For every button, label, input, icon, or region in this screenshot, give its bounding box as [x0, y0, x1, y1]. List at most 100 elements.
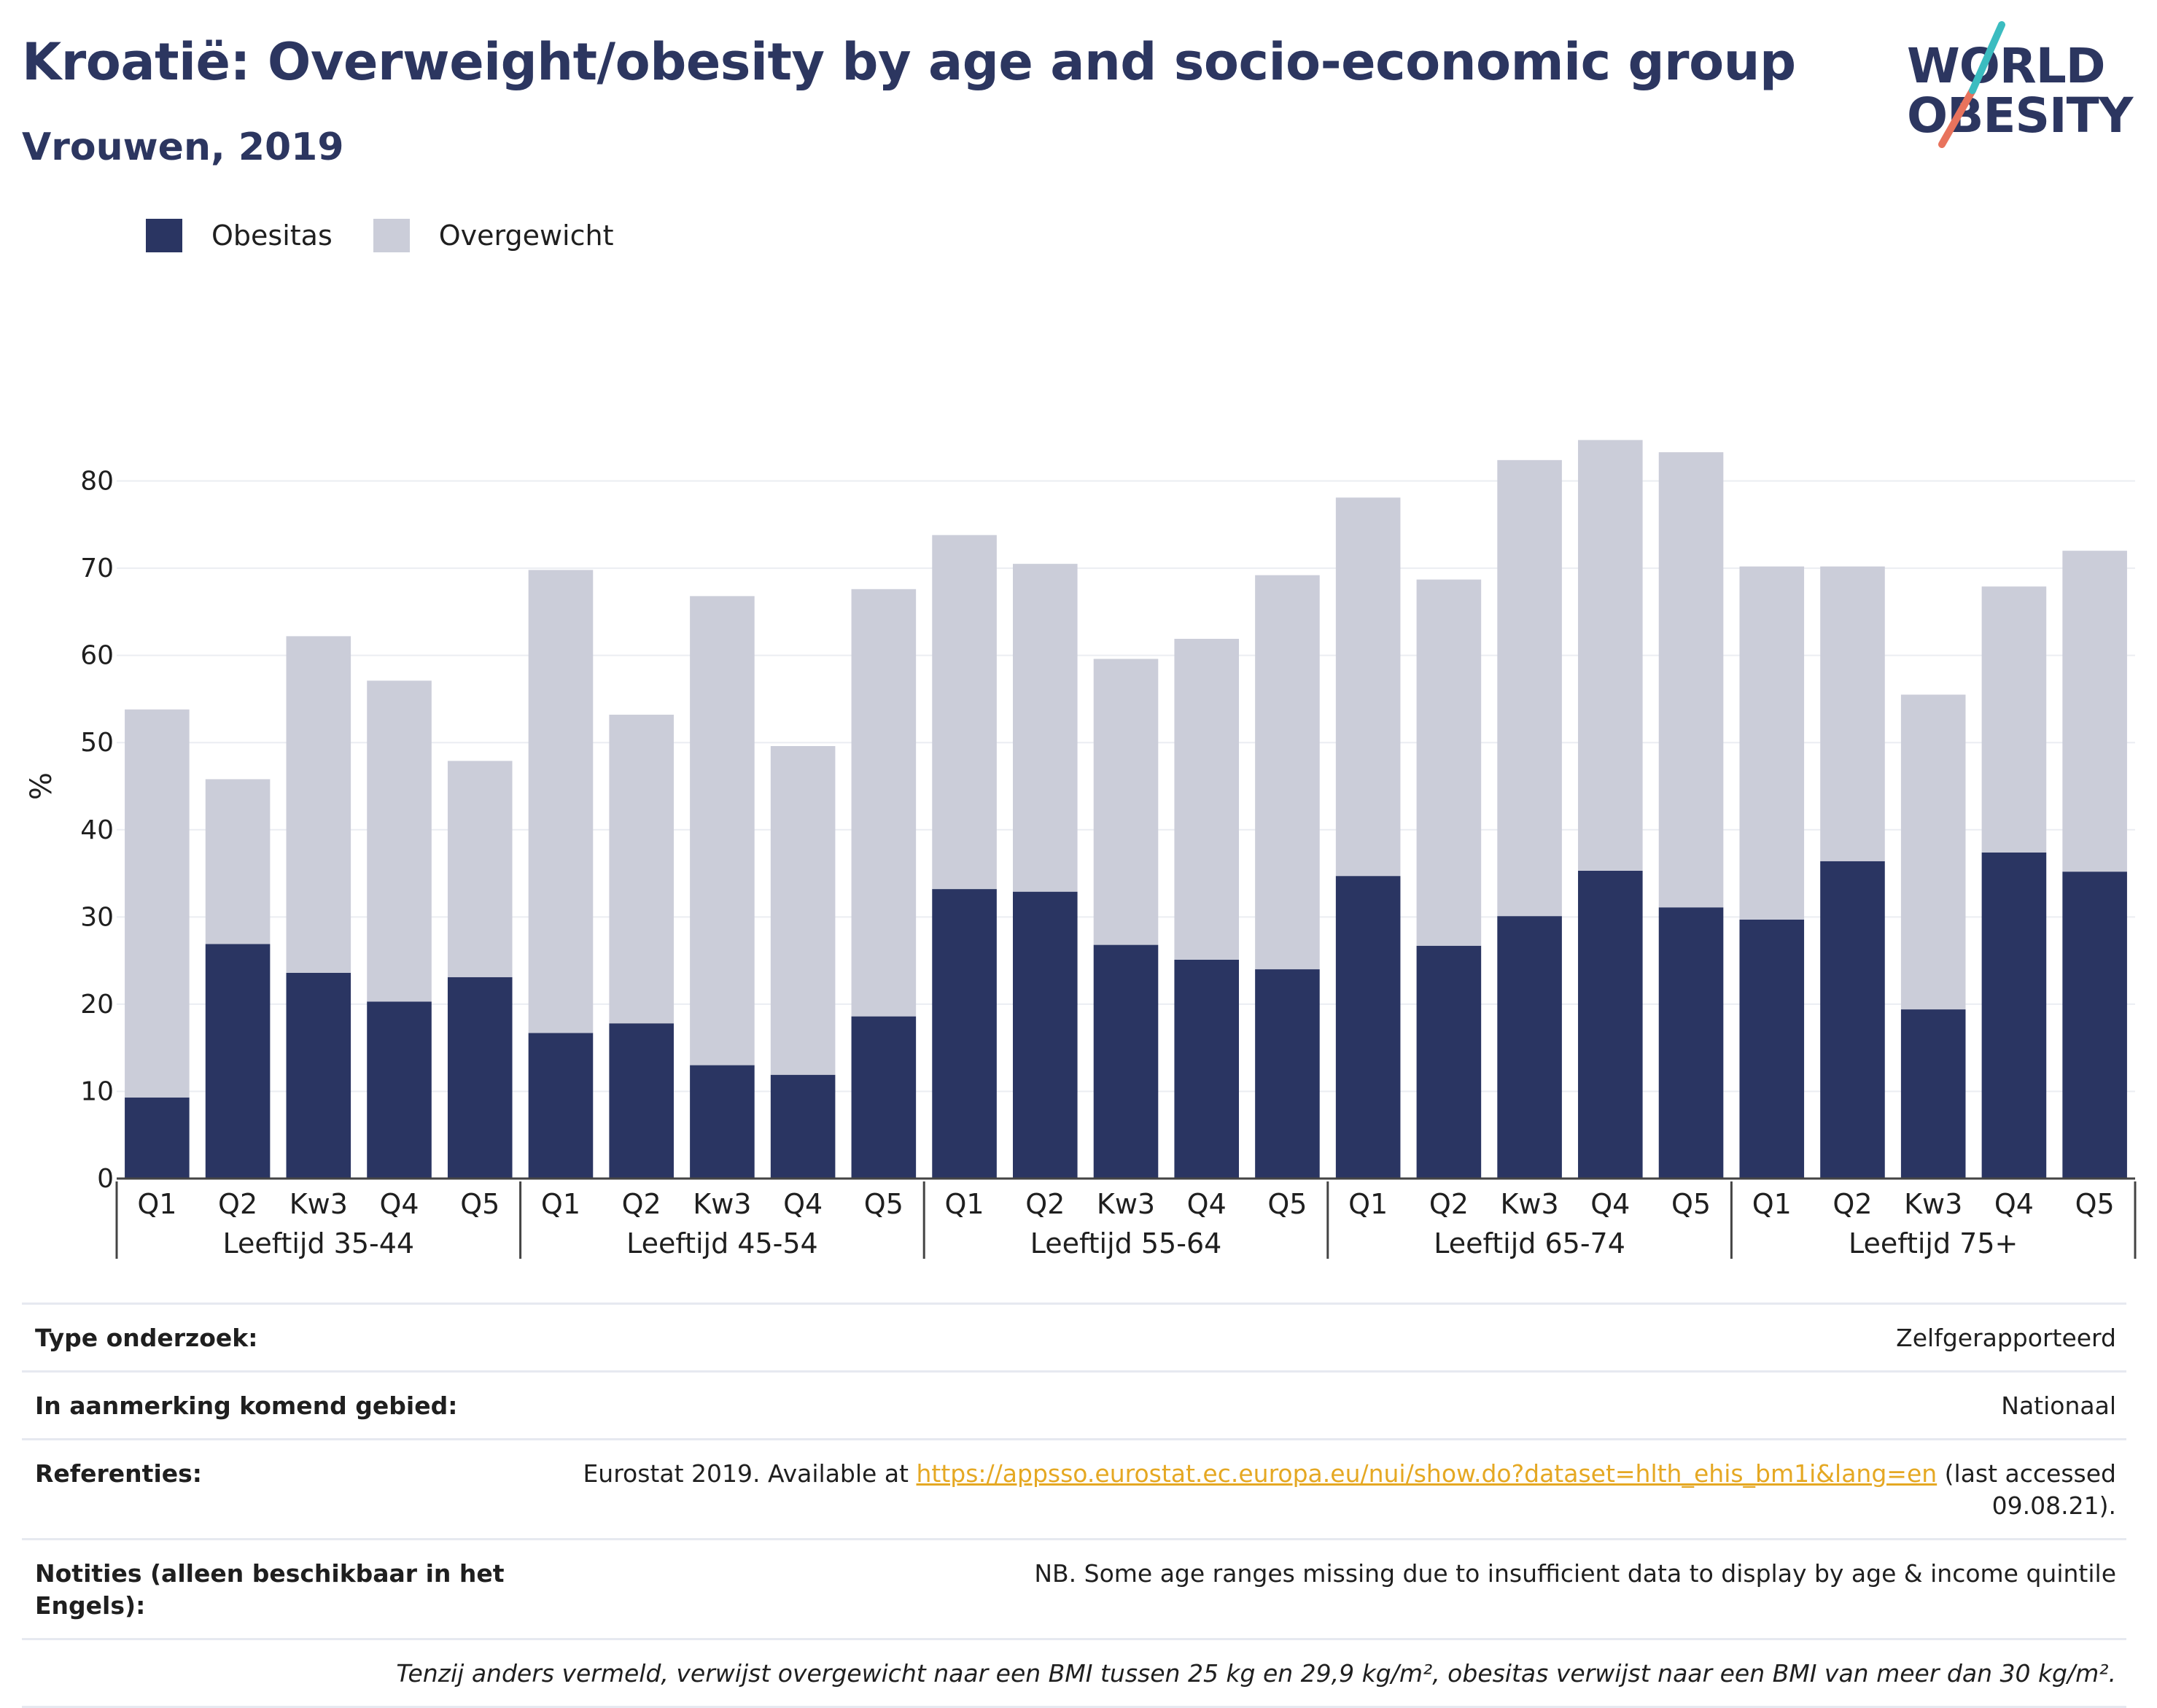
bar-overgewicht — [1658, 452, 1724, 908]
bar-obesitas — [609, 1023, 674, 1179]
info-row-survey-type: Type onderzoek: Zelfgerapporteerd — [22, 1303, 2126, 1370]
x-tick-label: Q4 — [1187, 1188, 1227, 1220]
bar-overgewicht — [286, 636, 351, 973]
bar-overgewicht — [1012, 564, 1078, 892]
legend-item-obesitas: Obesitas — [146, 219, 333, 252]
group-label: Leeftijd 35-44 — [222, 1227, 414, 1259]
bar-obesitas — [1578, 870, 1643, 1179]
bar-overgewicht — [851, 589, 917, 1017]
x-tick-label: Q2 — [1429, 1188, 1469, 1220]
info-row-notes: Notities (alleen beschikbaar in het Enge… — [22, 1538, 2126, 1638]
bar-overgewicht — [2062, 551, 2127, 872]
survey-type-label: Type onderzoek: — [35, 1324, 258, 1352]
chart-title: Kroatië: Overweight/obesity by age and s… — [22, 32, 1796, 92]
x-tick-label: Q5 — [864, 1188, 903, 1220]
bar-obesitas — [770, 1074, 836, 1179]
bar-obesitas — [1900, 1009, 1966, 1179]
bar-overgewicht — [205, 779, 271, 944]
references-value: Eurostat 2019. Available at https://apps… — [545, 1458, 2116, 1522]
survey-type-value: Zelfgerapporteerd — [1896, 1324, 2116, 1352]
bar-obesitas — [690, 1065, 755, 1179]
bar-overgewicht — [125, 709, 190, 1098]
group-label: Leeftijd 75+ — [1849, 1227, 2018, 1259]
notes-label: Notities (alleen beschikbaar in het Enge… — [35, 1559, 505, 1620]
group-label: Leeftijd 65-74 — [1434, 1227, 1625, 1259]
x-tick-label: Q5 — [2075, 1188, 2115, 1220]
notes-value: NB. Some age ranges missing due to insuf… — [1034, 1559, 2116, 1588]
x-tick-label: Q1 — [137, 1188, 176, 1220]
legend-swatch-obesitas — [146, 219, 182, 252]
reference-link[interactable]: https://appsso.eurostat.ec.europa.eu/nui… — [916, 1459, 1938, 1488]
area-value: Nationaal — [2001, 1391, 2116, 1420]
x-tick-label: Q4 — [1590, 1188, 1630, 1220]
legend-label-obesitas: Obesitas — [211, 220, 333, 252]
bar-obesitas — [1820, 861, 1885, 1179]
bar-obesitas — [1335, 876, 1401, 1179]
bar-overgewicht — [1093, 659, 1159, 945]
area-label: In aanmerking komend gebied: — [35, 1391, 458, 1420]
bar-overgewicht — [1820, 566, 1885, 861]
legend-swatch-overgewicht — [373, 219, 410, 252]
references-label: Referenties: — [35, 1459, 202, 1488]
bar-obesitas — [851, 1016, 917, 1179]
x-tick-label: Q5 — [460, 1188, 500, 1220]
bar-obesitas — [1174, 959, 1240, 1179]
bar-obesitas — [1255, 969, 1320, 1179]
bar-obesitas — [286, 972, 351, 1179]
x-tick-label: Q1 — [1752, 1188, 1792, 1220]
bar-overgewicht — [1497, 459, 1562, 917]
x-tick-label: Q4 — [783, 1188, 823, 1220]
group-label: Leeftijd 45-54 — [626, 1227, 818, 1259]
bar-obesitas — [1012, 891, 1078, 1179]
x-tick-label: Q4 — [1994, 1188, 2034, 1220]
bar-obesitas — [2062, 872, 2127, 1179]
y-tick-label: 10 — [80, 1076, 114, 1106]
legend-label-overgewicht: Overgewicht — [438, 220, 614, 252]
x-tick-label: Q2 — [622, 1188, 661, 1220]
bar-overgewicht — [1578, 440, 1643, 871]
bar-obesitas — [1739, 919, 1805, 1179]
bar-obesitas — [1416, 945, 1482, 1179]
y-tick-label: 20 — [80, 990, 114, 1020]
y-tick-label: 70 — [80, 554, 114, 583]
bar-overgewicht — [1739, 566, 1805, 920]
bar-overgewicht — [690, 596, 755, 1065]
bar-overgewicht — [447, 761, 513, 977]
bar-overgewicht — [1900, 694, 1966, 1010]
group-label: Leeftijd 55-64 — [1030, 1227, 1222, 1259]
bar-overgewicht — [1981, 586, 2047, 853]
chart-legend: Obesitas Overgewicht — [146, 217, 655, 254]
x-tick-label: Q1 — [541, 1188, 580, 1220]
bar-obesitas — [447, 977, 513, 1179]
bar-overgewicht — [1174, 638, 1240, 960]
bar-obesitas — [367, 1001, 432, 1179]
info-row-footnote: Tenzij anders vermeld, verwijst overgewi… — [22, 1638, 2126, 1708]
x-tick-label: Q4 — [379, 1188, 419, 1220]
info-row-area: In aanmerking komend gebied: Nationaal — [22, 1370, 2126, 1438]
logo-slash-icon — [1938, 21, 2005, 148]
bar-overgewicht — [1416, 579, 1482, 946]
legend-item-overgewicht: Overgewicht — [373, 219, 614, 252]
bar-obesitas — [125, 1097, 190, 1179]
bar-obesitas — [528, 1033, 594, 1179]
reference-accessed-text: (last accessed 09.08.21). — [1937, 1459, 2116, 1520]
bar-overgewicht — [1335, 497, 1401, 877]
x-tick-label: Q5 — [1267, 1188, 1307, 1220]
info-row-references: Referenties: Eurostat 2019. Available at… — [22, 1438, 2126, 1538]
y-tick-label: 30 — [80, 902, 114, 932]
x-tick-label: Kw3 — [1904, 1188, 1962, 1220]
chart-subtitle: Vrouwen, 2019 — [22, 125, 344, 169]
x-tick-label: Q2 — [218, 1188, 257, 1220]
bar-obesitas — [1658, 907, 1724, 1179]
y-tick-label: 60 — [80, 641, 114, 671]
bar-obesitas — [932, 889, 997, 1179]
x-tick-label: Kw3 — [693, 1188, 751, 1220]
x-tick-label: Kw3 — [1501, 1188, 1559, 1220]
reference-source-text: Eurostat 2019. Available at — [583, 1459, 917, 1488]
x-tick-label: Q5 — [1671, 1188, 1711, 1220]
x-tick-label: Q2 — [1833, 1188, 1872, 1220]
bar-overgewicht — [1255, 575, 1320, 970]
logo-line-1: WORLD — [1907, 38, 2106, 94]
bar-overgewicht — [367, 680, 432, 1002]
x-tick-label: Q2 — [1025, 1188, 1065, 1220]
